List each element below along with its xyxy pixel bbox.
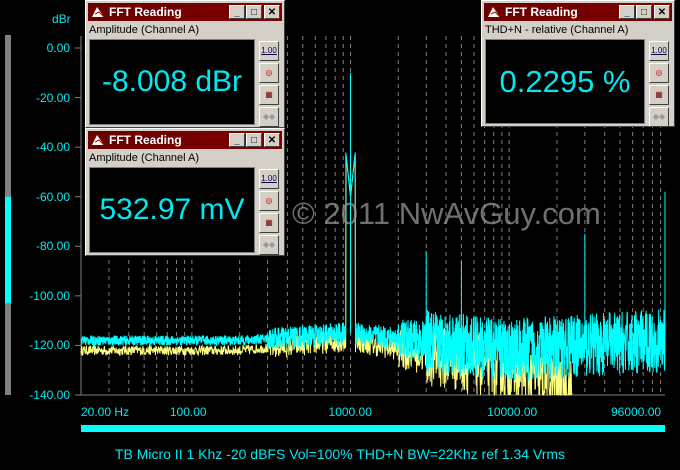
spreadsheet-icon[interactable]: ▦ xyxy=(259,85,279,105)
level-meter-fill xyxy=(5,196,11,304)
scale-button[interactable]: 1.00 xyxy=(649,41,669,61)
arrows-icon[interactable]: ◆◆ xyxy=(259,235,279,255)
fft-reading-window[interactable]: FFT Reading _ □ ✕ THD+N - relative (Channel… xyxy=(481,0,675,127)
arrows-icon[interactable]: ◆◆ xyxy=(259,107,279,127)
y-tick-label: -20.00 xyxy=(35,90,70,105)
reading-value: 532.97 mV xyxy=(89,167,255,253)
y-tick-label: -40.00 xyxy=(35,140,70,155)
y-axis-unit: dBr xyxy=(52,12,71,26)
title-bar[interactable]: FFT Reading _ □ ✕ xyxy=(484,3,672,21)
y-tick-label: -140.00 xyxy=(29,388,70,402)
probe-icon[interactable]: ◎ xyxy=(259,63,279,83)
window-title: FFT Reading xyxy=(109,133,182,147)
spreadsheet-icon[interactable]: ▦ xyxy=(649,85,669,105)
window-title: FFT Reading xyxy=(505,5,578,19)
close-button[interactable]: ✕ xyxy=(264,5,280,19)
fft-reading-window[interactable]: FFT Reading _ □ ✕ Amplitude (Channel A) 532… xyxy=(85,128,285,256)
reading-value: 0.2295 % xyxy=(485,39,645,124)
x-tick-label: 96000.00 xyxy=(611,405,662,419)
title-bar[interactable]: FFT Reading _ □ ✕ xyxy=(88,3,282,21)
watermark: © 2011 NwAvGuy.com xyxy=(292,196,601,231)
minimize-button[interactable]: _ xyxy=(619,5,635,19)
y-tick-label: -80.00 xyxy=(35,239,70,254)
title-bar[interactable]: FFT Reading _ □ ✕ xyxy=(88,131,282,149)
maximize-button[interactable]: □ xyxy=(636,5,652,19)
scale-button[interactable]: 1.00 xyxy=(259,41,279,61)
app-icon xyxy=(488,7,501,18)
x-tick-label: 10000.00 xyxy=(487,405,538,419)
probe-icon[interactable]: ◎ xyxy=(259,191,279,211)
x-tick-label: 100.00 xyxy=(169,405,207,419)
x-tick-label: 1000.00 xyxy=(328,405,372,419)
y-tick-label: -100.00 xyxy=(29,288,70,303)
app-icon xyxy=(92,7,105,18)
minimize-button[interactable]: _ xyxy=(229,133,245,147)
reading-value: -8.008 dBr xyxy=(89,39,255,125)
maximize-button[interactable]: □ xyxy=(246,133,262,147)
reading-label: Amplitude (Channel A) xyxy=(89,152,200,164)
spectrum-series-0 xyxy=(80,152,666,381)
close-button[interactable]: ✕ xyxy=(264,133,280,147)
scale-button[interactable]: 1.00 xyxy=(259,169,279,189)
frequency-scrollbar[interactable] xyxy=(81,425,665,432)
probe-icon[interactable]: ◎ xyxy=(649,63,669,83)
app-icon xyxy=(92,135,105,146)
y-tick-label: -60.00 xyxy=(35,189,70,204)
y-tick-label: -120.00 xyxy=(29,338,70,353)
y-tick-label: 0.00 xyxy=(46,41,70,55)
spreadsheet-icon[interactable]: ▦ xyxy=(259,213,279,233)
maximize-button[interactable]: □ xyxy=(246,5,262,19)
reading-label: Amplitude (Channel A) xyxy=(89,24,200,36)
close-button[interactable]: ✕ xyxy=(654,5,670,19)
x-tick-label: 20.00 Hz xyxy=(81,405,130,419)
chart-caption: TB Micro II 1 Khz -20 dBFS Vol=100% THD+… xyxy=(114,446,566,462)
window-title: FFT Reading xyxy=(109,5,182,19)
minimize-button[interactable]: _ xyxy=(229,5,245,19)
arrows-icon[interactable]: ◆◆ xyxy=(649,107,669,127)
reading-label: THD+N - relative (Channel A) xyxy=(485,24,629,36)
fft-reading-window[interactable]: FFT Reading _ □ ✕ Amplitude (Channel A) -8.… xyxy=(85,0,285,128)
